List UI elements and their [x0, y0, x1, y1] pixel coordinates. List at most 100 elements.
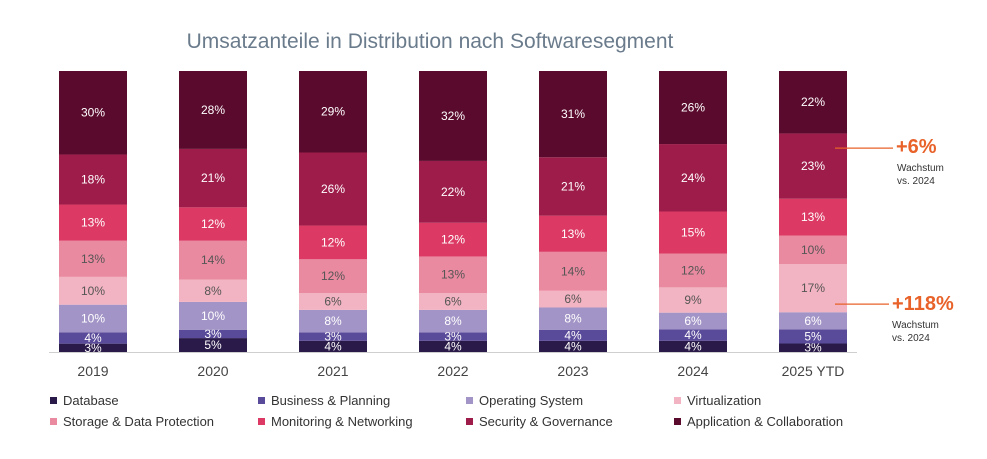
legend-label: Database: [63, 393, 119, 408]
bar-segment: [659, 287, 727, 313]
bar-segment: [779, 71, 847, 134]
data-label: 32%: [441, 109, 465, 123]
data-label: 4%: [324, 339, 342, 353]
legend-swatch: [674, 397, 681, 404]
bar-segment: [179, 338, 247, 352]
legend-label: Storage & Data Protection: [63, 414, 215, 429]
bar-segment: [299, 340, 367, 352]
legend-item: Operating System: [466, 393, 583, 408]
bar-segment: [419, 309, 487, 333]
data-label: 28%: [201, 103, 225, 117]
bar-segment: [179, 148, 247, 208]
data-label: 14%: [201, 253, 225, 267]
data-label: 3%: [84, 341, 102, 355]
data-label: 26%: [681, 101, 705, 115]
data-label: 13%: [81, 252, 105, 266]
legend-item: Security & Governance: [466, 414, 613, 429]
data-label: 29%: [321, 105, 345, 119]
data-label: 15%: [681, 226, 705, 240]
bar-segment: [539, 329, 607, 341]
bar-segment: [179, 329, 247, 339]
bar-segment: [659, 329, 727, 341]
data-label: 18%: [81, 173, 105, 187]
data-label: 21%: [561, 179, 585, 193]
bar-segment: [539, 157, 607, 216]
legend-swatch: [50, 397, 57, 404]
legend-label: Application & Collaboration: [687, 414, 844, 429]
data-label: 3%: [804, 341, 822, 355]
data-label: 8%: [204, 284, 222, 298]
data-label: 21%: [201, 171, 225, 185]
data-label: 8%: [444, 314, 462, 328]
data-label: 12%: [681, 264, 705, 278]
x-tick-label: 2019: [77, 363, 108, 379]
bar-segment: [659, 312, 727, 330]
bar-segment: [779, 133, 847, 199]
bar-segment: [539, 215, 607, 252]
data-label: 4%: [684, 339, 702, 353]
bar-segment: [179, 301, 247, 330]
legend-label: Business & Planning: [271, 393, 391, 408]
annotation-label: vs. 2024: [892, 333, 930, 344]
data-label: 3%: [324, 330, 342, 344]
bar-segment: [59, 204, 127, 241]
bar-segment: [539, 307, 607, 330]
legend-swatch: [258, 397, 265, 404]
bar-segment: [779, 198, 847, 236]
data-label: 31%: [561, 107, 585, 121]
annotation-label: Wachstum: [892, 320, 939, 331]
annotation-value: +6%: [896, 136, 937, 158]
data-label: 4%: [84, 331, 102, 345]
legend-label: Operating System: [479, 393, 584, 408]
data-label: 17%: [801, 281, 825, 295]
legend-label: Monitoring & Networking: [271, 414, 413, 429]
data-label: 10%: [801, 243, 825, 257]
annotation-label: Wachstum: [897, 163, 944, 174]
bar-segment: [59, 71, 127, 155]
bar-segment: [419, 256, 487, 293]
bar-segment: [419, 332, 487, 341]
bar-segment: [59, 343, 127, 352]
bar-segment: [59, 304, 127, 333]
data-label: 4%: [564, 339, 582, 353]
bar-segment: [659, 144, 727, 212]
bar-segment: [539, 71, 607, 158]
data-label: 24%: [681, 171, 705, 185]
bar-segment: [299, 71, 367, 153]
legend-label: Virtualization: [687, 393, 762, 408]
data-label: 4%: [684, 328, 702, 342]
bar-segment: [59, 276, 127, 305]
x-tick-label: 2021: [317, 363, 348, 379]
bar-segment: [659, 253, 727, 288]
bar-segment: [179, 71, 247, 149]
legend-swatch: [466, 397, 473, 404]
bar-segment: [779, 329, 847, 344]
bar-segment: [659, 340, 727, 352]
data-label: 5%: [804, 329, 822, 343]
bar-segment: [299, 292, 367, 310]
data-label: 26%: [321, 182, 345, 196]
bar-segment: [419, 71, 487, 161]
bar-segment: [419, 292, 487, 310]
legend-swatch: [466, 418, 473, 425]
data-label: 10%: [201, 309, 225, 323]
data-label: 8%: [324, 314, 342, 328]
data-label: 30%: [81, 106, 105, 120]
bar-segment: [59, 332, 127, 344]
legend-label: Security & Governance: [479, 414, 613, 429]
legend-item: Storage & Data Protection: [50, 414, 214, 429]
legend-item: Virtualization: [674, 393, 761, 408]
bar-segment: [419, 222, 487, 257]
data-label: 22%: [441, 185, 465, 199]
x-tick-label: 2025 YTD: [782, 363, 845, 379]
legend-swatch: [258, 418, 265, 425]
data-label: 6%: [684, 314, 702, 328]
bar-segment: [539, 251, 607, 291]
data-label: 6%: [564, 292, 582, 306]
data-label: 8%: [564, 312, 582, 326]
annotation-label: vs. 2024: [897, 176, 935, 187]
x-tick-label: 2020: [197, 363, 228, 379]
data-label: 12%: [321, 269, 345, 283]
bar-segment: [539, 290, 607, 308]
bar-segment: [539, 340, 607, 352]
